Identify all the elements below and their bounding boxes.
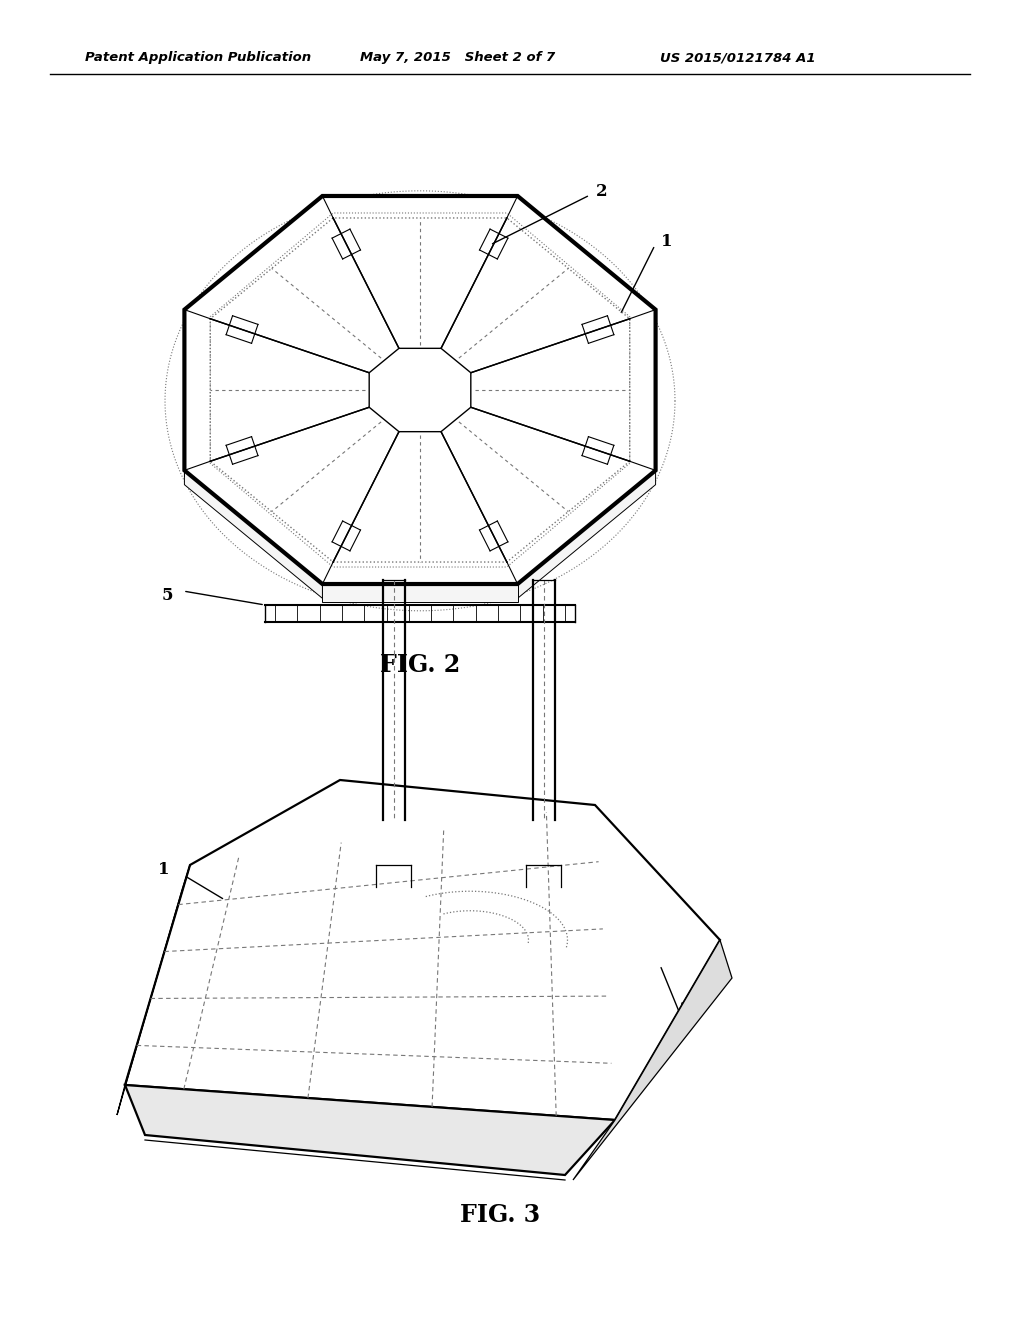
Polygon shape	[184, 470, 322, 598]
Text: FIG. 3: FIG. 3	[460, 1203, 539, 1228]
Polygon shape	[322, 583, 517, 602]
Text: 2: 2	[595, 183, 607, 201]
Text: 1: 1	[158, 862, 169, 879]
Polygon shape	[117, 865, 190, 1115]
Polygon shape	[369, 348, 471, 432]
Text: 1: 1	[660, 234, 672, 251]
Text: Patent Application Publication: Patent Application Publication	[85, 51, 311, 65]
Text: FIG. 2: FIG. 2	[379, 653, 460, 677]
Text: 5: 5	[162, 586, 173, 603]
Text: 2: 2	[680, 1002, 691, 1019]
Polygon shape	[125, 1085, 614, 1175]
Text: US 2015/0121784 A1: US 2015/0121784 A1	[659, 51, 815, 65]
Polygon shape	[125, 780, 719, 1119]
Text: May 7, 2015   Sheet 2 of 7: May 7, 2015 Sheet 2 of 7	[360, 51, 554, 65]
Polygon shape	[573, 940, 732, 1180]
Polygon shape	[184, 195, 655, 583]
Polygon shape	[517, 470, 655, 598]
